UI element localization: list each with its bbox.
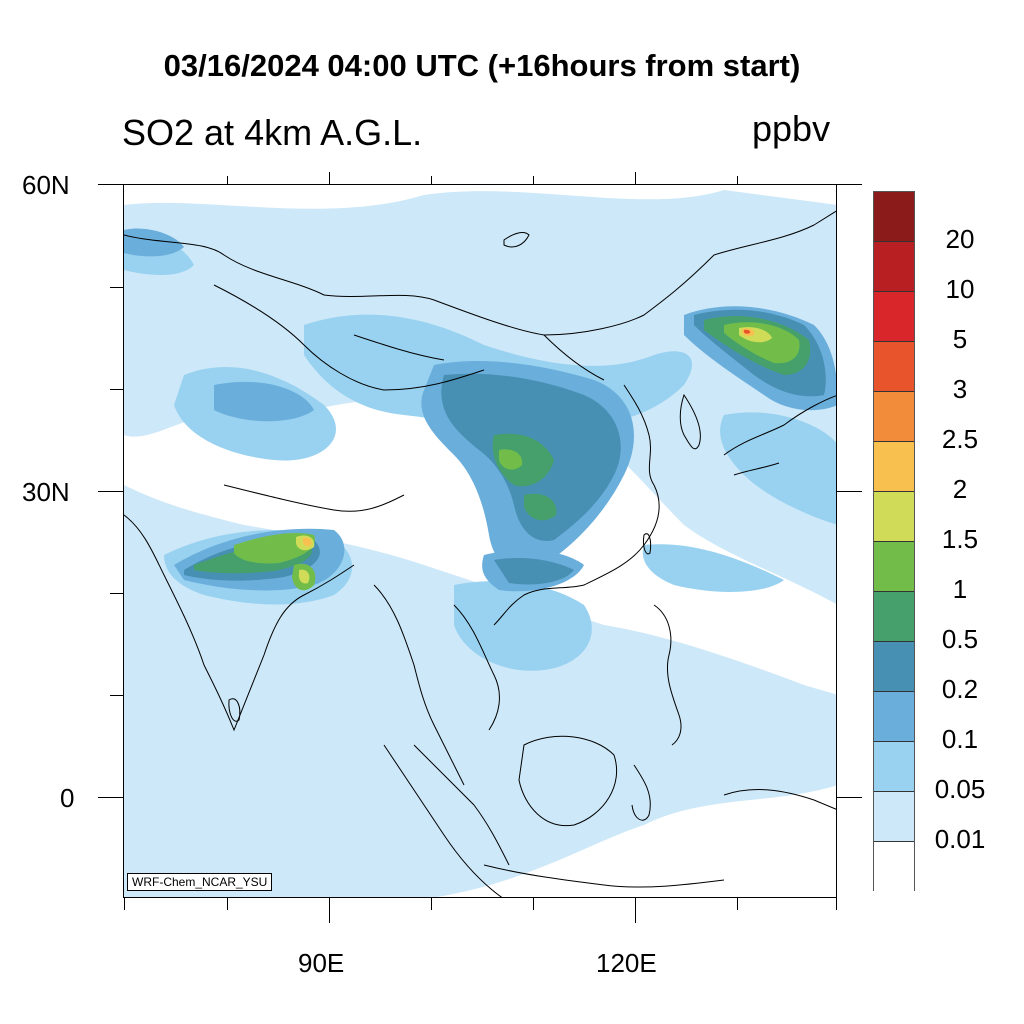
colorbar-label: 0.05 <box>934 774 986 804</box>
colorbar-cell <box>874 592 914 642</box>
colorbar-label: 0.2 <box>941 674 979 704</box>
colorbar-cell <box>874 742 914 792</box>
field-05-china <box>492 433 554 487</box>
lat-label-30n: 30N <box>22 477 70 507</box>
field-005-se-asia <box>454 581 592 671</box>
colorbar-label: 0.5 <box>941 624 979 654</box>
figure-title: 03/16/2024 04:00 UTC (+16hours from star… <box>163 48 801 83</box>
colorbar-cell <box>874 642 914 692</box>
field-001-arabian <box>124 605 186 805</box>
lat-label-60n: 60N <box>22 170 70 200</box>
map-svg <box>124 190 836 897</box>
so2-concentration-map: WRF-Chem_NCAR_YSU <box>123 184 837 898</box>
colorbar-label: 1 <box>952 574 968 604</box>
field-005-pacific <box>642 544 784 592</box>
field-1-india <box>234 533 315 564</box>
colorbar-label: 3 <box>952 374 968 404</box>
colorbar-cell <box>874 192 914 242</box>
field-01-tibet <box>214 381 314 422</box>
colorbar-cell <box>874 242 914 292</box>
colorbar-cell <box>874 392 914 442</box>
field-02-south-china <box>494 558 574 585</box>
colorbar-cell <box>874 342 914 392</box>
colorbar-cell <box>874 442 914 492</box>
field-01-nw <box>124 228 184 257</box>
field-1-china <box>499 449 523 470</box>
colorbar-label: 2.5 <box>941 424 979 454</box>
lat-label-0: 0 <box>60 783 75 813</box>
colorbar-label: 0.1 <box>941 724 979 754</box>
units-label: ppbv <box>752 108 831 149</box>
field-001-equator <box>244 743 330 799</box>
field-2-india-core <box>302 537 312 547</box>
colorbar-cell <box>874 542 914 592</box>
colorbar-cell <box>874 492 914 542</box>
field-15-bangladesh <box>298 569 310 584</box>
colorbar-cell <box>874 842 914 892</box>
field-05-china-south <box>524 493 557 521</box>
colorbar-label: 20 <box>945 224 975 254</box>
colorbar-label: 0.01 <box>934 824 986 854</box>
colorbar-label: 1.5 <box>941 524 979 554</box>
colorbar-label: 5 <box>952 324 968 354</box>
coastlines <box>124 210 836 897</box>
variable-label: SO2 at 4km A.G.L. <box>122 112 423 153</box>
model-credit: WRF-Chem_NCAR_YSU <box>127 873 273 891</box>
colorbar <box>873 191 915 892</box>
colorbar-label: 10 <box>945 274 975 304</box>
colorbar-label: 2 <box>952 474 968 504</box>
colorbar-cell <box>874 692 914 742</box>
colorbar-cell <box>874 292 914 342</box>
colorbar-cell <box>874 792 914 842</box>
lon-label-90e: 90E <box>298 948 345 978</box>
so2-field-contours <box>124 190 836 897</box>
field-3-manchuria-core <box>743 329 751 334</box>
lon-label-120e: 120E <box>596 948 657 978</box>
